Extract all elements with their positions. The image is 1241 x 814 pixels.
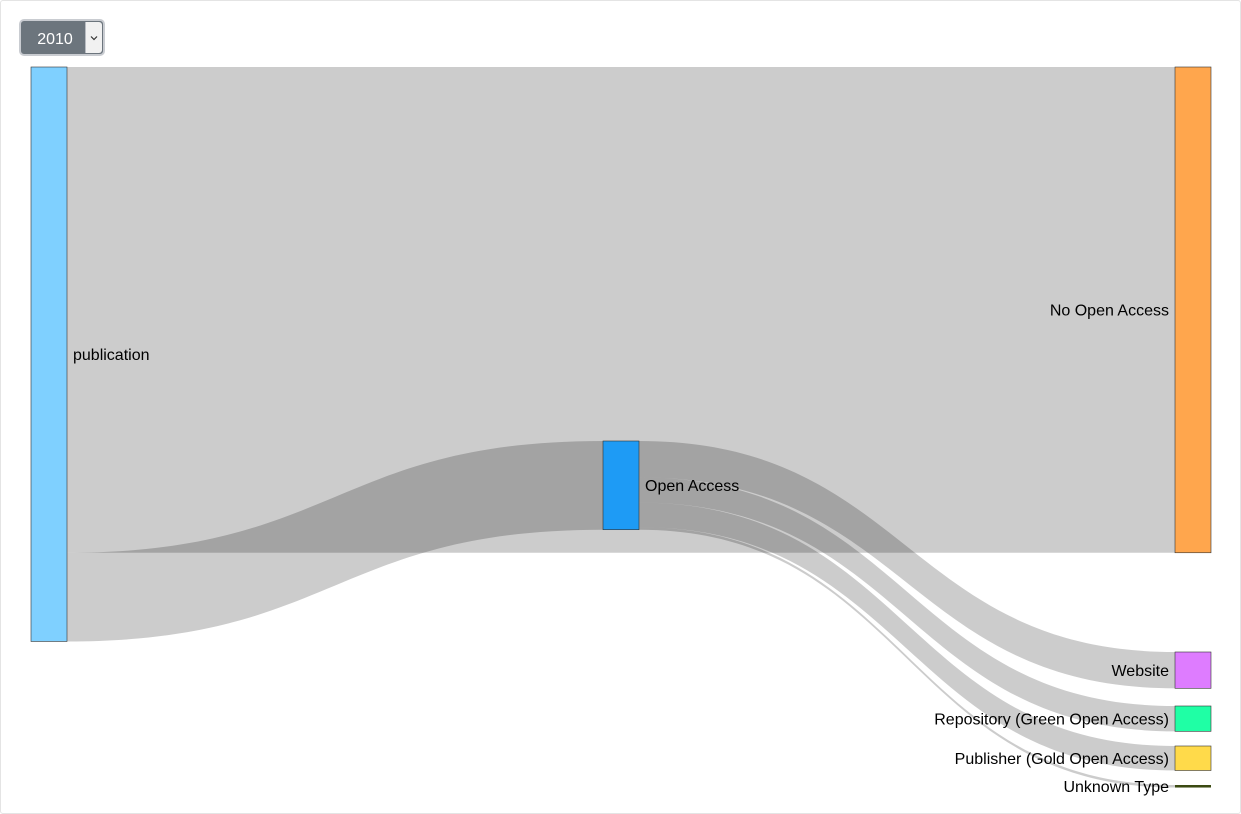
year-select-value: 2010 bbox=[37, 31, 73, 48]
node-publisher[interactable] bbox=[1174, 745, 1212, 771]
node-publication[interactable] bbox=[30, 66, 68, 642]
link-open_access-website[interactable] bbox=[639, 441, 1175, 689]
link-open_access-repository[interactable] bbox=[639, 477, 1175, 732]
node-open-access[interactable] bbox=[602, 440, 640, 531]
link-publication-open_access[interactable] bbox=[67, 441, 603, 642]
node-label-no-open-access: No Open Access bbox=[1050, 302, 1169, 319]
link-publication-no_open_access[interactable] bbox=[67, 67, 1175, 553]
node-website[interactable] bbox=[1174, 651, 1212, 689]
node-label-website: Website bbox=[1111, 663, 1169, 680]
node-label-unknown: Unknown Type bbox=[1063, 779, 1169, 796]
link-open_access-publisher[interactable] bbox=[639, 502, 1175, 771]
node-label-open-access: Open Access bbox=[645, 478, 739, 495]
node-label-repository: Repository (Green Open Access) bbox=[934, 711, 1169, 728]
node-label-publisher: Publisher (Gold Open Access) bbox=[955, 751, 1169, 768]
node-repository[interactable] bbox=[1174, 705, 1212, 732]
node-label-publication: publication bbox=[73, 347, 150, 364]
chevron-down-icon[interactable] bbox=[85, 22, 102, 53]
link-open_access-unknown[interactable] bbox=[639, 527, 1175, 788]
year-select[interactable]: 2010 bbox=[19, 19, 105, 56]
node-unknown[interactable] bbox=[1175, 785, 1211, 788]
node-no-open-access[interactable] bbox=[1174, 66, 1212, 554]
